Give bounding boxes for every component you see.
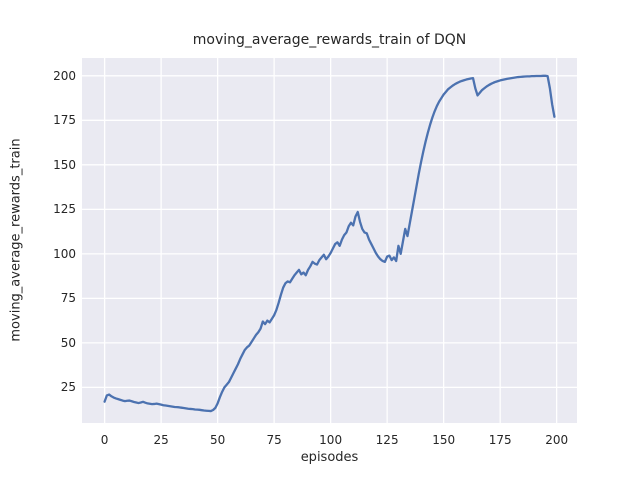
x-axis-label: episodes — [300, 450, 359, 465]
plot-area — [82, 58, 577, 423]
y-tick-label: 125 — [53, 202, 76, 217]
y-tick-label: 25 — [60, 380, 76, 395]
y-axis-label: moving_average_rewards_train — [8, 138, 24, 342]
x-tick-label: 200 — [545, 433, 569, 447]
y-tick-label: 200 — [53, 68, 76, 83]
series-line-moving_average_rewards_train — [103, 74, 556, 413]
chart-title: moving_average_rewards_train of DQN — [192, 32, 467, 48]
data-series — [103, 74, 556, 413]
y-tick-label: 50 — [60, 335, 76, 350]
x-tick-label: 175 — [488, 433, 512, 447]
x-tick-label: 75 — [266, 433, 282, 447]
line-chart — [82, 58, 577, 423]
y-tick-label: 150 — [53, 157, 76, 172]
x-tick-label: 0 — [100, 433, 109, 447]
x-tick-label: 150 — [432, 433, 456, 447]
x-tick-label: 100 — [319, 433, 343, 447]
y-tick-label: 100 — [53, 246, 76, 261]
x-tick-label: 50 — [209, 433, 226, 447]
x-tick-label: 125 — [375, 433, 399, 447]
y-tick-label: 75 — [60, 291, 76, 306]
gridlines — [82, 58, 577, 423]
y-tick-label: 175 — [53, 113, 76, 128]
x-tick-label: 25 — [153, 433, 169, 447]
